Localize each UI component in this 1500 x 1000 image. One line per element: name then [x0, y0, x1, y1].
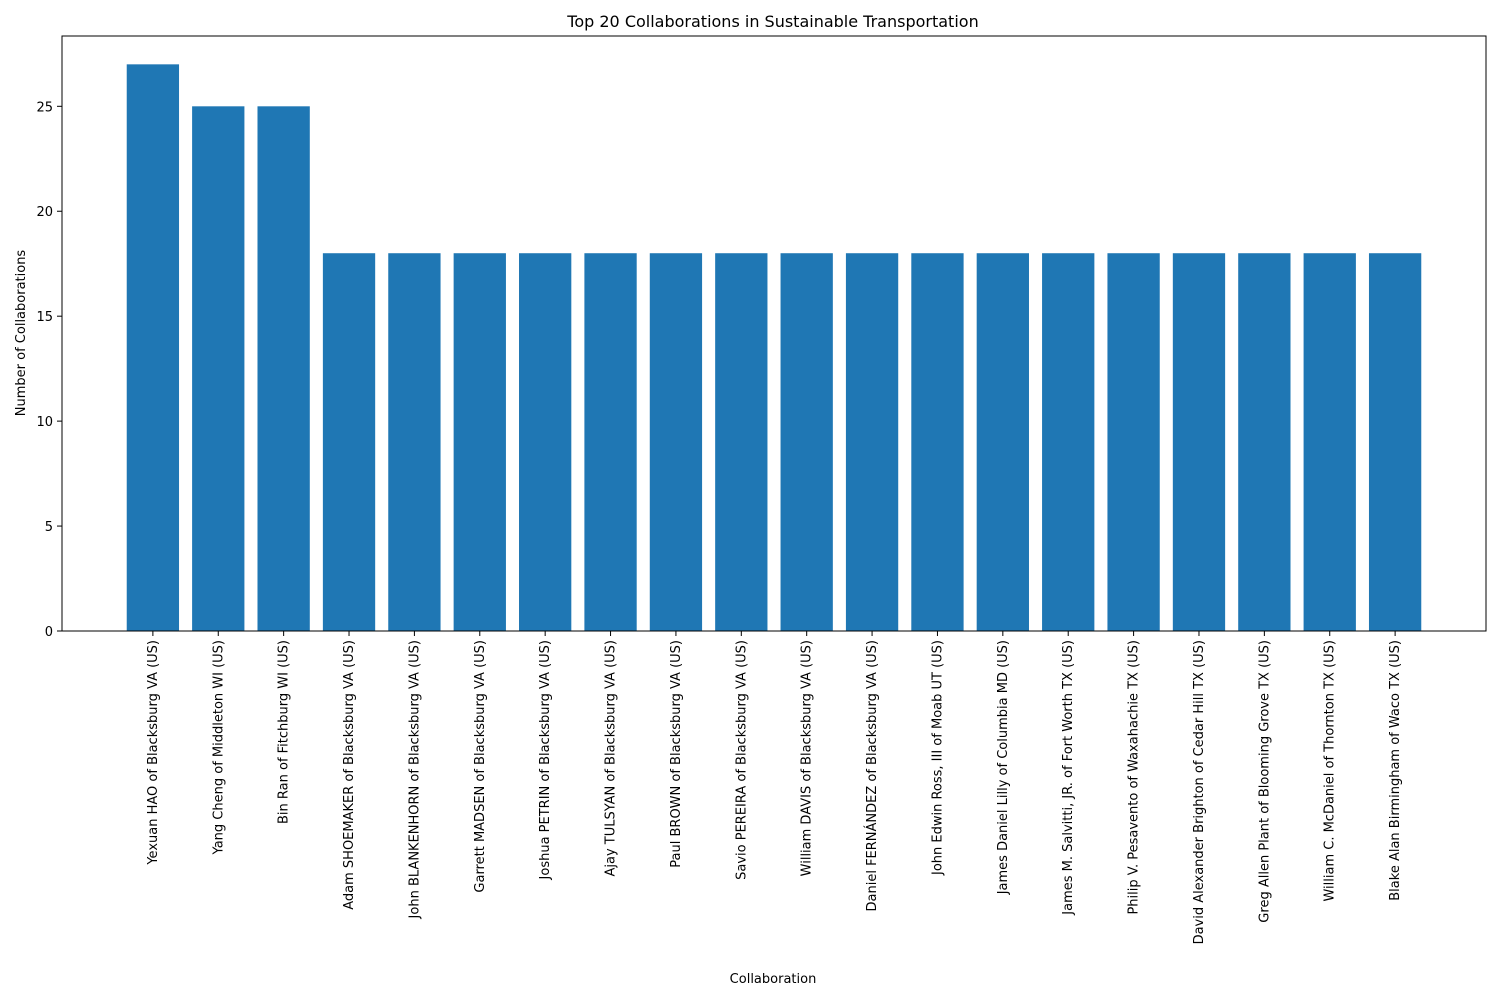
bar-18: [1238, 253, 1291, 631]
x-tick-label: Ajay TULSYAN of Blacksburg VA (US): [604, 640, 619, 877]
chart-title: Top 20 Collaborations in Sustainable Tra…: [566, 12, 978, 31]
bar-6: [453, 253, 506, 631]
x-tick-label: Greg Allen Plant of Blooming Grove TX (U…: [1257, 640, 1272, 923]
x-tick-label: Paul BROWN of Blacksburg VA (US): [669, 640, 684, 868]
x-tick-label: Joshua PETRIN of Blacksburg VA (US): [538, 640, 553, 880]
bar-11: [780, 253, 833, 631]
x-tick-label: Garrett MADSEN of Blacksburg VA (US): [473, 640, 488, 893]
y-tick-label: 25: [36, 100, 53, 115]
x-tick-label: John Edwin Ross, III of Moab UT (US): [930, 640, 945, 876]
x-tick-label: James M. Salvitti, JR. of Fort Worth TX …: [1061, 640, 1076, 916]
y-axis-ticks: 0 5 10 15 20 25: [36, 100, 62, 640]
bar-2: [192, 106, 245, 631]
bar-12: [845, 253, 899, 631]
bar-15: [1042, 253, 1095, 631]
y-tick-label: 20: [36, 205, 53, 220]
y-tick-label: 10: [36, 415, 53, 430]
x-tick-label: Savio PEREIRA of Blacksburg VA (US): [734, 640, 749, 880]
y-axis-label: Number of Collaborations: [14, 250, 29, 417]
y-tick-label: 0: [45, 625, 53, 640]
bar-20: [1368, 253, 1422, 631]
bar-13: [911, 253, 964, 631]
x-tick-label: William DAVIS of Blacksburg VA (US): [800, 640, 815, 876]
x-tick-label: David Alexander Brighton of Cedar Hill T…: [1192, 640, 1207, 944]
bar-10: [715, 253, 768, 631]
bar-3: [257, 106, 310, 631]
bar-7: [519, 253, 572, 631]
x-tick-label: William C. McDaniel of Thornton TX (US): [1323, 640, 1338, 902]
x-tick-label: Philip V. Pesavento of Waxahachie TX (US…: [1127, 640, 1142, 915]
x-tick-label: Daniel FERNÁNDEZ of Blacksburg VA (US): [864, 640, 880, 912]
bar-9: [649, 253, 703, 631]
x-tick-label: Yang Cheng of Middleton WI (US): [211, 640, 226, 855]
bar-17: [1172, 253, 1226, 631]
bar-16: [1107, 253, 1160, 631]
x-axis-label: Collaboration: [730, 972, 817, 987]
bar-19: [1303, 253, 1356, 631]
x-tick-label: Adam SHOEMAKER of Blacksburg VA (US): [342, 640, 357, 910]
bars-layer: [126, 64, 1422, 632]
plot-frame: [61, 35, 1487, 632]
y-tick-label: 5: [45, 520, 53, 535]
x-tick-label: Yexuan HAO of Blacksburg VA (US): [146, 640, 161, 866]
x-tick-label: John BLANKENHORN of Blacksburg VA (US): [407, 640, 422, 919]
bar-1: [126, 64, 180, 632]
x-axis-ticks: Yexuan HAO of Blacksburg VA (US) Yang Che…: [146, 631, 1403, 944]
bar-8: [584, 253, 637, 631]
x-tick-label: Bin Ran of Fitchburg WI (US): [277, 640, 292, 824]
y-tick-label: 15: [36, 310, 53, 325]
bar-14: [976, 253, 1029, 631]
bar-5: [388, 253, 441, 631]
bar-4: [322, 253, 376, 631]
x-tick-label: Blake Alan Birmingham of Waco TX (US): [1388, 640, 1403, 901]
x-tick-label: James Daniel Lilly of Columbia MD (US): [996, 640, 1011, 895]
